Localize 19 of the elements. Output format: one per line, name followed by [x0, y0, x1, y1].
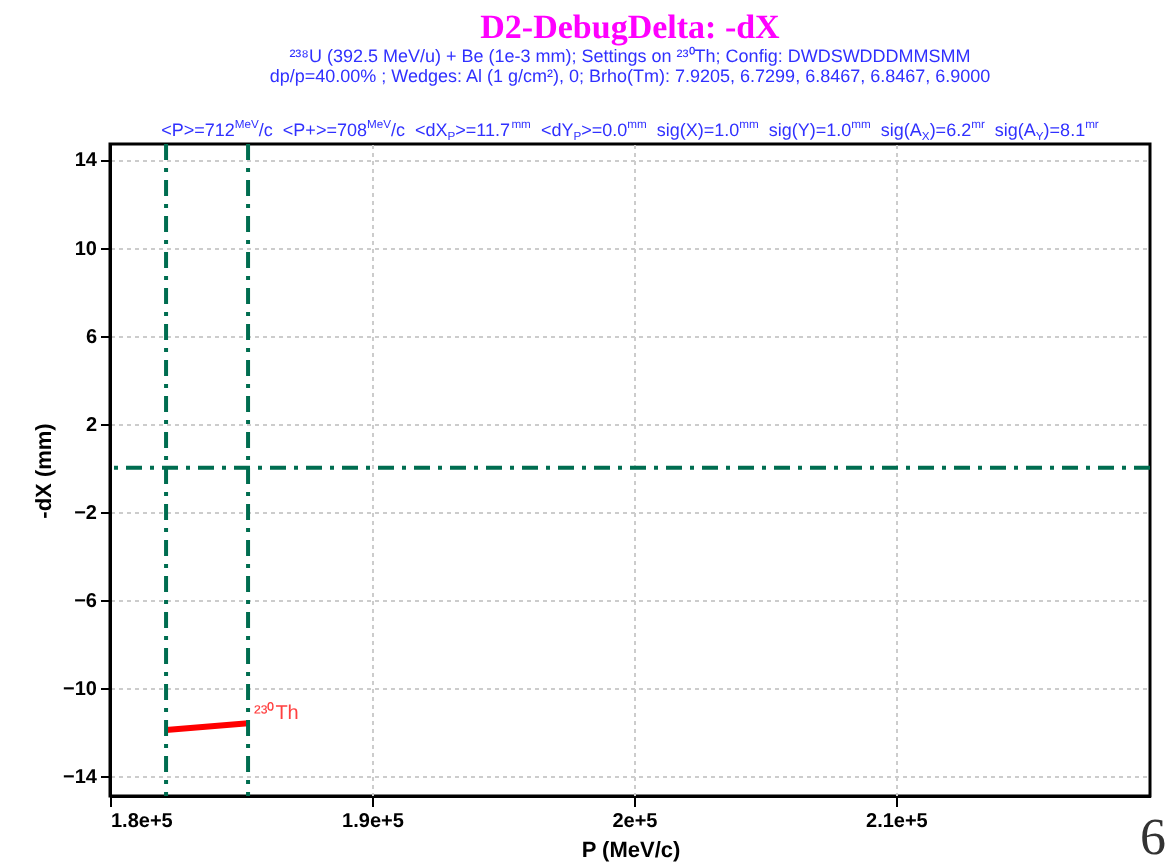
y-axis-title: -dX (mm) — [33, 422, 58, 519]
y-tick-label: 6 — [85, 326, 98, 349]
chart-title: D2-DebugDelta: -dX — [480, 8, 782, 46]
x-tick-label: 2.1e+5 — [866, 811, 929, 833]
text: ²³⁸U (392.5 MeV/u) + Be (1e-3 mm); Settings on ²³⁰Th; Config: DWDSWDDDMMSMM — [289, 46, 971, 66]
y-tick-label: 14 — [74, 150, 98, 173]
x-tick-label: 1.8e+5 — [111, 811, 174, 833]
y-tick-label: 10 — [74, 238, 98, 261]
text: 6 — [1140, 808, 1166, 864]
y-tick-label: 2 — [85, 414, 98, 437]
y-tick-label: −2 — [74, 502, 98, 525]
y-tick-label: −6 — [74, 590, 98, 613]
x-tick-label: 2e+5 — [612, 811, 659, 833]
y-tick-label: −14 — [63, 767, 98, 790]
x-axis-title: P (MeV/c) — [581, 839, 681, 863]
annotation: ²³⁰Th — [254, 701, 299, 726]
x-tick-label: 1.9e+5 — [342, 811, 405, 833]
text: dp/p=40.00% ; Wedges: Al (1 g/cm²), 0; Brho(Tm): 7.9205, 6.7299, 6.8467, 6.8467, 6.9000 — [269, 66, 991, 86]
y-tick-label: −10 — [63, 679, 98, 702]
